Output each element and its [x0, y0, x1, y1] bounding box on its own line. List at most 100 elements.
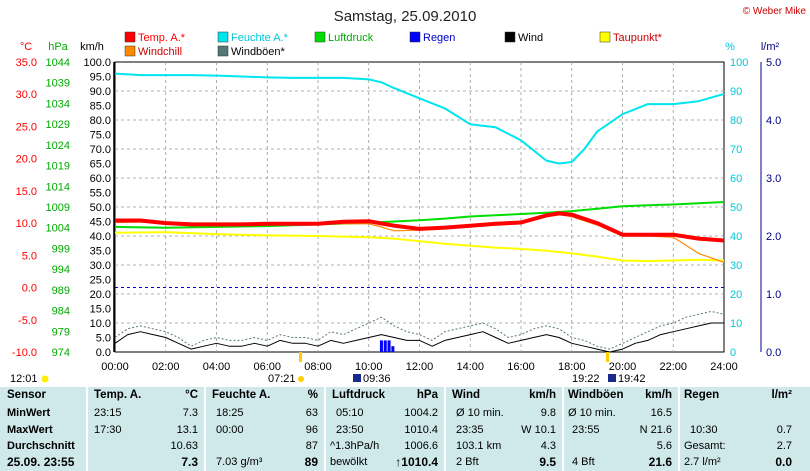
legend-label-1: Feuchte A.* — [231, 32, 289, 44]
chart-title: Samstag, 25.09.2010 — [334, 8, 477, 25]
stats-sensor-column: Sensor MinWert MaxWert Durchschnitt 25.0… — [0, 387, 86, 471]
humidity-unit: % — [307, 389, 318, 401]
rain-bar-2 — [387, 340, 391, 352]
sunrise-icon — [298, 376, 304, 382]
wind-tick-1: 95.0 — [90, 72, 111, 84]
series-feuchte-a- — [114, 72, 725, 165]
x-tick-6: 12:00 — [406, 361, 434, 373]
pressure-tick-6: 1014 — [46, 181, 70, 193]
humidity-max-time: 00:00 — [216, 424, 244, 436]
wind-tick-10: 50.0 — [90, 202, 111, 214]
pressure-min-time: 05:10 — [336, 407, 364, 419]
rain-unit: l/m² — [771, 389, 792, 401]
wind-tick-14: 30.0 — [90, 260, 111, 272]
temp-tick-5: 10.0 — [16, 218, 37, 230]
moon-icon — [41, 375, 49, 383]
humidity-max: 96 — [305, 424, 318, 436]
x-tick-12: 24:00 — [710, 361, 738, 373]
humidity-min: 63 — [305, 407, 318, 419]
rain-bar-1 — [383, 340, 387, 352]
legend-swatch-1 — [217, 31, 229, 43]
rain-tick-1: 4.0 — [766, 115, 781, 127]
temp-tick-4: 15.0 — [16, 186, 37, 198]
temp-current: 7.3 — [181, 455, 198, 469]
wind-max: W 10.1 — [521, 424, 556, 436]
wind-current: 9.5 — [539, 455, 556, 469]
pressure-tick-1: 1039 — [46, 78, 70, 90]
humidity-min-time: 18:25 — [216, 407, 244, 419]
gusts-max-time: 23:55 — [572, 424, 600, 436]
gusts-unit: km/h — [645, 389, 672, 401]
wind-tick-12: 40.0 — [90, 231, 111, 243]
moonrise-label: 09:36 — [363, 373, 391, 385]
moon-label: 12:01 — [10, 373, 38, 385]
pressure-tick-0: 1044 — [46, 57, 70, 69]
legend-label-6: Windchill — [138, 46, 182, 58]
temp-avg: 10.63 — [170, 440, 198, 452]
stats-wind-column: Wind km/h Ø 10 min. 9.8 23:35 W 10.1 103… — [446, 387, 562, 471]
legend-swatch-4 — [504, 31, 516, 43]
sensor-header: Sensor — [7, 389, 46, 401]
rain-tick-5: 0.0 — [766, 347, 781, 359]
humidity-tick-10: 0 — [730, 347, 736, 359]
wind-beaufort: 2 Bft — [456, 456, 479, 468]
stats-panel: Sensor MinWert MaxWert Durchschnitt 25.0… — [0, 387, 810, 471]
pressure-axis-label: hPa — [48, 41, 68, 53]
temp-tick-2: 25.0 — [16, 121, 37, 133]
wind-tick-4: 80.0 — [90, 115, 111, 127]
temp-max: 13.1 — [176, 424, 198, 436]
x-tick-9: 18:00 — [558, 361, 586, 373]
humidity-avg: 87 — [305, 440, 318, 452]
rain-day: 2.7 l/m² — [684, 456, 721, 468]
rain-current: 0.0 — [775, 455, 792, 469]
x-tick-10: 20:00 — [609, 361, 637, 373]
wind-tick-16: 20.0 — [90, 289, 111, 301]
humidity-tick-8: 20 — [730, 289, 742, 301]
temp-tick-8: -5.0 — [18, 315, 37, 327]
series-luftdruck — [114, 201, 725, 229]
legend-label-4: Wind — [518, 32, 543, 44]
moonset-label: 19:42 — [618, 373, 646, 385]
pressure-tick-12: 984 — [52, 306, 70, 318]
gusts-beaufort: 4 Bft — [572, 456, 595, 468]
avg-row-label: Durchschnitt — [7, 440, 75, 452]
temp-tick-9: -10.0 — [12, 347, 37, 359]
rain-tick-0: 5.0 — [766, 57, 781, 69]
wind-max-time: 23:35 — [456, 424, 484, 436]
legend-label-0: Temp. A.* — [138, 32, 186, 44]
wind-tick-20: 0.0 — [96, 347, 111, 359]
wind-tick-9: 55.0 — [90, 188, 111, 200]
pressure-tick-13: 979 — [52, 326, 70, 338]
stats-gusts-column: Windböen km/h Ø 10 min. 16.5 23:55 N 21.… — [564, 387, 678, 471]
gusts-max: N 21.6 — [639, 424, 672, 436]
wind-tick-6: 70.0 — [90, 144, 111, 156]
wind-day-avg: 4.3 — [540, 440, 556, 452]
humidity-tick-5: 50 — [730, 202, 742, 214]
wind-axis-label: km/h — [80, 41, 104, 53]
rain-tick-4: 1.0 — [766, 289, 781, 301]
pressure-tick-11: 989 — [52, 285, 70, 297]
humidity-tick-3: 70 — [730, 144, 742, 156]
wind-tick-7: 65.0 — [90, 159, 111, 171]
x-tick-1: 02:00 — [152, 361, 180, 373]
temp-tick-3: 20.0 — [16, 154, 37, 166]
pressure-tick-3: 1029 — [46, 119, 70, 131]
pressure-header: Luftdruck — [332, 389, 386, 401]
legend-swatch-3 — [409, 31, 421, 43]
wind-tick-15: 25.0 — [90, 275, 111, 287]
humidity-tick-0: 100 — [730, 57, 748, 69]
wind-tick-19: 5.0 — [96, 333, 111, 345]
current-timestamp: 25.09. 23:55 — [7, 455, 75, 469]
x-tick-4: 08:00 — [304, 361, 332, 373]
sunrise-label: 07:21 — [268, 373, 296, 385]
series-temp-a- — [115, 211, 725, 243]
series-taupunkt- — [114, 231, 725, 263]
legend-swatch-6 — [124, 45, 136, 57]
pressure-current: ↑1010.4 — [395, 455, 438, 469]
pressure-trend: ^1.3hPa/h — [330, 440, 380, 452]
temp-unit: °C — [185, 389, 198, 401]
humidity-tick-4: 60 — [730, 173, 742, 185]
stats-humidity-column: Feuchte A. % 18:25 63 00:00 96 87 7.03 g… — [206, 387, 324, 471]
temp-header: Temp. A. — [94, 389, 142, 401]
humidity-tick-6: 40 — [730, 231, 742, 243]
